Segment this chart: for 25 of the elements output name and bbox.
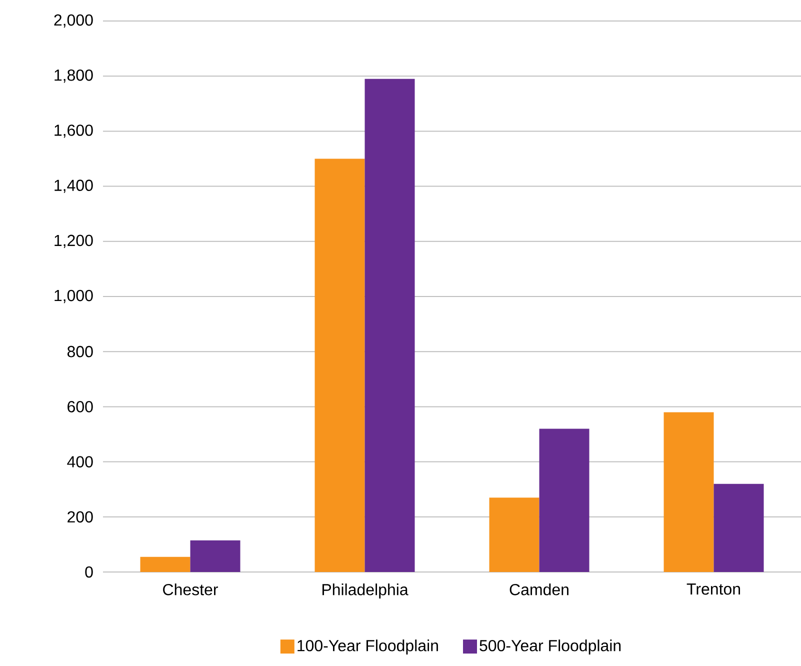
legend-label: 500-Year Floodplain bbox=[480, 640, 621, 654]
y-tick-label: 0 bbox=[85, 566, 93, 578]
x-tick-label: Camden bbox=[510, 584, 568, 596]
bar bbox=[314, 158, 365, 572]
bar bbox=[664, 412, 714, 572]
y-tick-label: 1,800 bbox=[54, 69, 93, 83]
x-tick-label: Philadelphia bbox=[322, 584, 408, 598]
y-tick-label: 400 bbox=[67, 456, 93, 468]
y-tick-label: 600 bbox=[68, 401, 93, 412]
y-tick-label: 200 bbox=[68, 511, 93, 523]
y-tick-label: 1,600 bbox=[54, 124, 93, 138]
y-tick-label: 800 bbox=[67, 346, 93, 358]
bar bbox=[140, 556, 190, 572]
bar bbox=[190, 540, 240, 572]
y-tick-label: 1,000 bbox=[54, 290, 93, 304]
bar bbox=[539, 428, 590, 572]
bar bbox=[714, 484, 764, 572]
legend-label: 100-Year Floodplain bbox=[298, 640, 438, 654]
bar bbox=[364, 78, 415, 572]
x-tick-label: Trenton bbox=[686, 584, 740, 595]
y-tick-label: 2,000 bbox=[54, 14, 93, 28]
y-tick-label: 1,200 bbox=[54, 234, 93, 248]
y-tick-label: 1,400 bbox=[54, 180, 93, 193]
x-tick-label: Chester bbox=[163, 584, 218, 596]
bar bbox=[489, 498, 540, 572]
